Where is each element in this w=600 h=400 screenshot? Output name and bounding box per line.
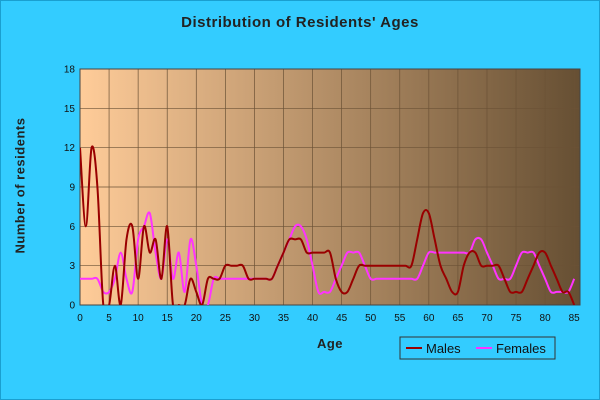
legend-label-females: Females — [496, 341, 546, 356]
chart-title: Distribution of Residents' Ages — [181, 14, 419, 31]
y-tick-label: 6 — [69, 222, 75, 233]
y-tick-labels: 0 3 6 9 12 15 18 — [64, 65, 76, 312]
plot-border — [79, 68, 581, 306]
x-tick-label: 0 — [77, 313, 83, 324]
series-line-males — [80, 145, 576, 305]
x-tick-label: 60 — [423, 313, 435, 324]
x-tick-label: 55 — [394, 313, 406, 324]
x-axis-label: Age — [316, 336, 344, 351]
x-tick-label: 30 — [249, 313, 261, 324]
legend-label-males: Males — [426, 341, 461, 356]
x-tick-label: 10 — [133, 313, 145, 324]
y-tick-label: 9 — [69, 183, 75, 194]
y-tick-label: 15 — [64, 104, 76, 115]
x-tick-label: 15 — [162, 313, 174, 324]
x-tick-label: 40 — [307, 313, 319, 324]
x-tick-label: 45 — [336, 313, 348, 324]
y-tick-label: 18 — [64, 65, 76, 76]
y-tick-label: 12 — [64, 143, 76, 154]
x-tick-label: 65 — [452, 313, 464, 324]
x-tick-label: 70 — [481, 313, 493, 324]
x-tick-label: 5 — [106, 313, 112, 324]
x-tick-labels: 0 5 10 15 20 25 30 35 40 45 50 55 60 65 70 75 80 85 — [77, 313, 580, 324]
x-tick-label: 50 — [365, 313, 377, 324]
series-group — [80, 145, 576, 305]
y-tick-label: 3 — [69, 261, 75, 272]
x-tick-label: 75 — [510, 313, 522, 324]
x-tick-label: 80 — [540, 313, 552, 324]
x-tick-label: 85 — [569, 313, 581, 324]
y-tick-label: 0 — [69, 301, 75, 312]
x-tick-label: 20 — [191, 313, 203, 324]
legend: Males Females — [399, 336, 556, 360]
x-tick-label: 35 — [278, 313, 290, 324]
x-tick-label: 25 — [220, 313, 232, 324]
